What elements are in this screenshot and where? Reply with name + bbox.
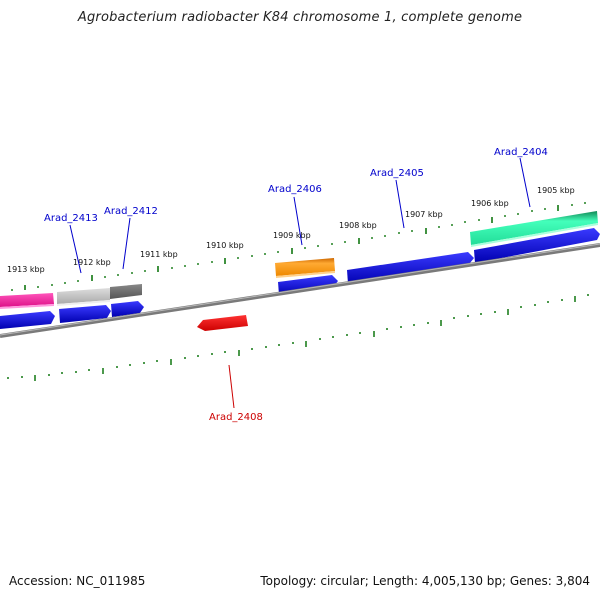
feature-arad-2413-block (0, 293, 54, 309)
leader-arad-2412 (122, 217, 131, 270)
feature-arad-2408-block (197, 315, 248, 331)
leader-arad-2406 (293, 196, 303, 246)
leader-arad-2404 (519, 157, 531, 208)
gene-labels: Arad_2413 Arad_2412 Arad_2406 Arad_2405 … (44, 147, 548, 423)
leader-arad-2413 (69, 224, 82, 274)
gene-label-arad-2404[interactable]: Arad_2404 (494, 147, 548, 158)
cds-arrow (474, 228, 600, 263)
cds-arrow (59, 305, 111, 323)
leader-arad-2408 (228, 364, 235, 409)
gene-label-arad-2408[interactable]: Arad_2408 (209, 412, 263, 423)
gene-leaders (69, 157, 531, 409)
gene-label-arad-2406[interactable]: Arad_2406 (268, 184, 322, 195)
kbp-label-1909: 1909 kbp (273, 231, 311, 240)
forward-cds-arrows (0, 228, 600, 329)
cds-arrow (347, 252, 474, 284)
genome-summary-text: Topology: circular; Length: 4,005,130 bp… (260, 574, 590, 588)
kbp-label-1910: 1910 kbp (206, 241, 244, 250)
kbp-label-1911: 1911 kbp (140, 250, 178, 259)
kbp-label-1908: 1908 kbp (339, 221, 377, 230)
map-title: Agrobacterium radiobacter K84 chromosome… (77, 10, 523, 25)
kbp-label-1912: 1912 kbp (73, 258, 111, 267)
outer-tick-track (11, 202, 586, 291)
feature-arad-2412-light-block (57, 288, 110, 306)
gene-label-arad-2413[interactable]: Arad_2413 (44, 213, 98, 224)
cds-arrow (0, 311, 55, 329)
feature-arad-2406-block (275, 258, 335, 278)
cds-arrow (111, 301, 144, 317)
kbp-label-1907: 1907 kbp (405, 210, 443, 219)
minor-ticks-outer (11, 202, 586, 291)
kbp-label-1913: 1913 kbp (7, 265, 45, 274)
kbp-label-1906: 1906 kbp (471, 199, 509, 208)
kbp-labels: 1913 kbp 1912 kbp 1911 kbp 1910 kbp 1909… (7, 186, 575, 274)
forward-features (0, 211, 598, 309)
gene-label-arad-2412[interactable]: Arad_2412 (104, 206, 158, 217)
feature-arad-2404-block (470, 211, 598, 247)
gene-label-arad-2405[interactable]: Arad_2405 (370, 168, 424, 179)
inner-tick-track (7, 294, 589, 381)
leader-arad-2405 (395, 179, 405, 229)
kbp-label-1905: 1905 kbp (537, 186, 575, 195)
backbone-line (0, 243, 600, 338)
accession-text: Accession: NC_011985 (9, 574, 146, 588)
feature-arad-2412-dark-block (110, 284, 142, 299)
